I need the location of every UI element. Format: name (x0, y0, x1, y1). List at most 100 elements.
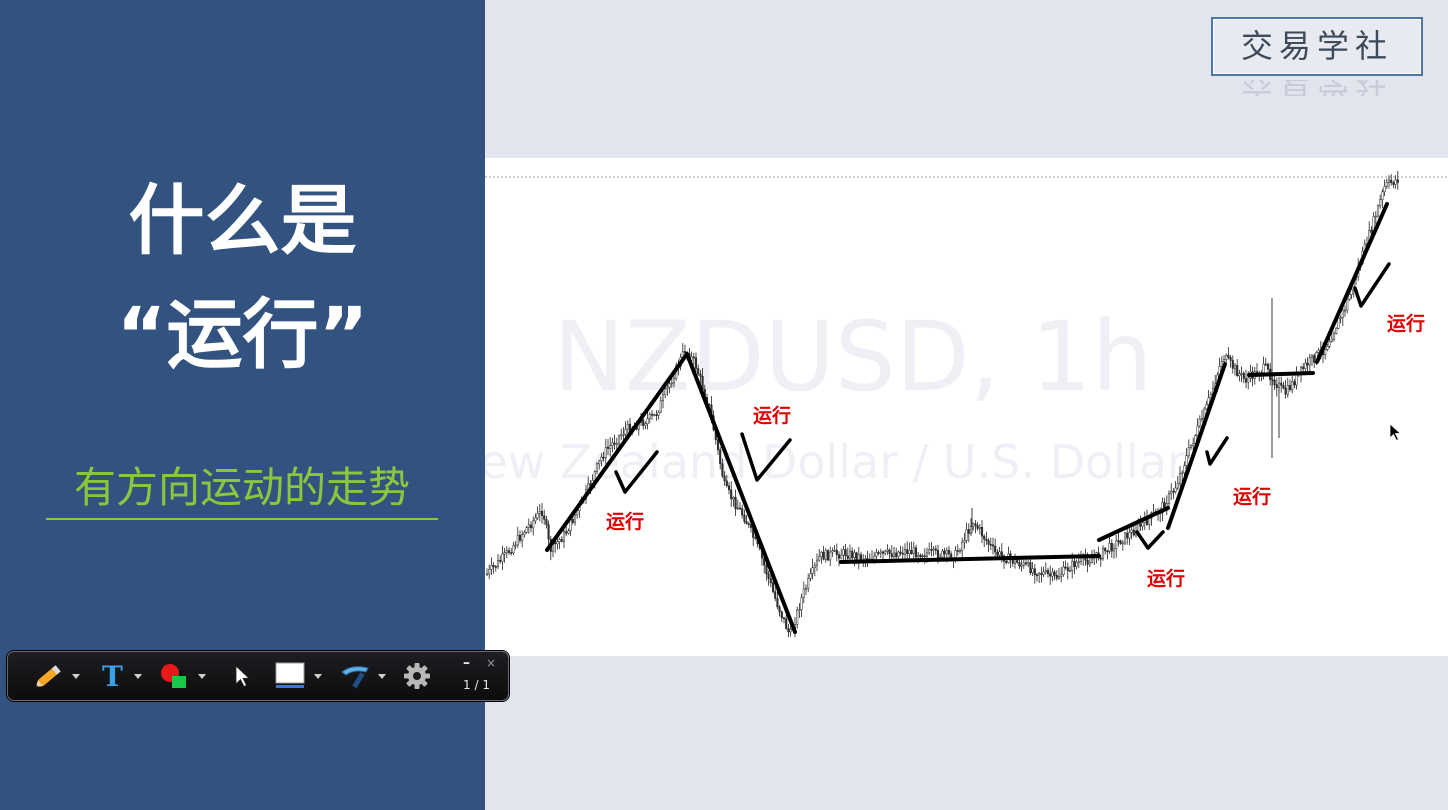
trend-line-down-1 (685, 352, 797, 634)
candle-body (1130, 529, 1133, 533)
candle-body (815, 559, 819, 566)
candle-body (769, 578, 772, 584)
candle-body (996, 551, 999, 556)
candle-body (963, 540, 966, 543)
candle-body (536, 513, 539, 519)
candle-body (1040, 573, 1043, 575)
pen-icon[interactable] (32, 660, 66, 690)
candle-body (851, 550, 854, 559)
candle-body (1236, 365, 1239, 377)
page-indicator: 1 / 1 (463, 678, 490, 692)
candle-body (1330, 338, 1333, 342)
candle-body (840, 554, 843, 559)
check-mark-2 (740, 432, 792, 482)
candle-body (765, 564, 768, 575)
candle-body (956, 550, 959, 552)
candle-body (606, 446, 610, 449)
candle-body (1112, 548, 1116, 552)
candle-body (1123, 532, 1127, 544)
text-dropdown-caret[interactable] (134, 674, 142, 679)
candle-body (1350, 289, 1353, 295)
candle-body (525, 527, 528, 533)
highlighter-dropdown-caret[interactable] (378, 674, 386, 679)
candle-body (1108, 543, 1111, 552)
candle-body (1005, 560, 1008, 563)
candle-body (837, 554, 841, 559)
candle-body (767, 573, 770, 579)
shape-dropdown-caret[interactable] (198, 674, 206, 679)
candle-body (1020, 564, 1023, 567)
candle-body (1275, 384, 1278, 388)
candle-body (906, 549, 909, 554)
candle-body (1172, 490, 1175, 493)
highlighter-icon[interactable] (338, 660, 374, 690)
candle-body (921, 555, 924, 558)
candle-body (573, 514, 577, 523)
candle-body (914, 547, 918, 558)
candle-body (626, 423, 629, 430)
check-mark-3 (1135, 530, 1165, 550)
candle-body (624, 428, 627, 435)
brand-logo: 交易学社 (1211, 17, 1423, 76)
candle-body (1060, 574, 1063, 577)
candle-body (1209, 394, 1212, 399)
candle-body (604, 446, 607, 458)
annotation-label-running: 运行 (1147, 567, 1185, 590)
candle-body (1266, 364, 1270, 370)
pointer-icon[interactable] (230, 660, 252, 690)
candle-body (1042, 571, 1045, 575)
candle-body (844, 549, 847, 556)
candle-body (1170, 490, 1173, 494)
candle-body (945, 549, 948, 555)
candle-body (642, 419, 645, 426)
candle-body (835, 549, 838, 555)
candle-body (727, 485, 731, 491)
candle-body (492, 565, 495, 567)
candle-body (899, 551, 902, 554)
candle-body (888, 549, 891, 555)
candle-body (1205, 404, 1208, 410)
candle-body (833, 549, 836, 552)
candle-body (892, 552, 896, 557)
range-line-1 (839, 554, 1101, 564)
background-icon[interactable] (274, 660, 310, 690)
candle-body (741, 508, 744, 516)
candle-body (1346, 299, 1349, 311)
chart-watermark: NZDUSD, 1h New Zealand Dollar / U.S. Dol… (485, 301, 1186, 489)
candle-body (516, 534, 519, 546)
pen-dropdown-caret[interactable] (72, 674, 80, 679)
candle-body (646, 418, 649, 425)
candle-body (719, 449, 722, 464)
candle-body (754, 537, 757, 539)
candle-body (1264, 363, 1267, 366)
candle-body (1011, 559, 1014, 564)
toolbar-close-button[interactable]: × (485, 656, 496, 670)
candle-body (565, 531, 568, 534)
candle-body (901, 552, 904, 555)
candle-body (567, 530, 570, 534)
candle-body (609, 445, 612, 449)
candle-body (617, 435, 621, 445)
candle-body (1273, 379, 1276, 385)
candle-body (987, 540, 990, 545)
candle-body (807, 578, 810, 589)
background-dropdown-caret[interactable] (314, 674, 322, 679)
gear-icon[interactable] (402, 660, 432, 690)
candle-body (1233, 365, 1237, 369)
candle-body (538, 511, 541, 514)
candle-body (1101, 547, 1105, 559)
shape-color-icon[interactable] (158, 660, 190, 690)
annotation-toolbar[interactable]: T – × 1 / 1 (7, 651, 509, 701)
candle-body (826, 550, 830, 561)
candle-body (1310, 355, 1314, 359)
candle-body (831, 550, 834, 553)
candle-body (505, 550, 508, 553)
toolbar-minimize-button[interactable]: – (463, 655, 470, 671)
candle-body (721, 463, 724, 477)
candle-body (521, 534, 524, 541)
candle-body (936, 550, 940, 559)
brand-logo-reflection: 交易学社 (1211, 80, 1423, 96)
candle-body (780, 611, 783, 619)
text-tool-icon[interactable]: T (98, 660, 124, 690)
candle-body (1192, 443, 1195, 446)
